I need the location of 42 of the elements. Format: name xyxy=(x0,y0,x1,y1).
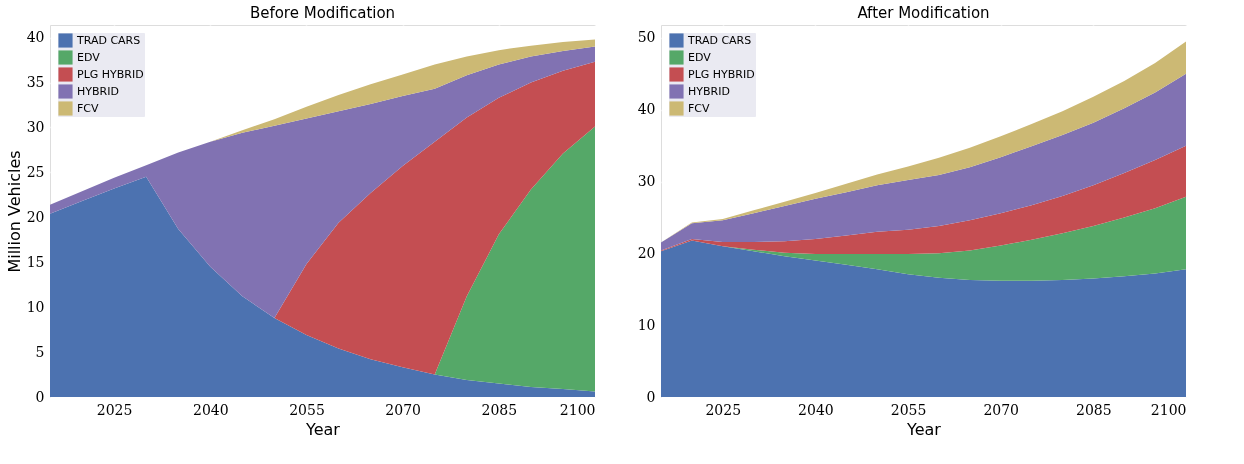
y-tick-label: 0 xyxy=(35,388,45,405)
x-tick-label: 2070 xyxy=(983,401,1020,418)
y-tick-label: 30 xyxy=(26,118,45,135)
legend-label: HYBRID xyxy=(77,84,119,98)
x-tick-label: 2055 xyxy=(890,401,927,418)
chart-title: Before Modification xyxy=(249,4,396,22)
x-tick-label: 2055 xyxy=(289,401,325,418)
legend-label: TRAD CARS xyxy=(76,33,141,47)
y-tick-label: 35 xyxy=(26,74,45,91)
legend-label: TRAD CARS xyxy=(687,33,752,47)
x-tick-label: 2040 xyxy=(798,401,834,418)
legend-label: HYBRID xyxy=(688,84,730,98)
y-tick-label: 30 xyxy=(637,173,656,190)
x-tick-label: 2100 xyxy=(1150,401,1187,418)
legend-label: FCV xyxy=(77,101,100,115)
x-tick-label: 2085 xyxy=(1076,401,1112,418)
y-tick-label: 0 xyxy=(646,388,656,405)
y-tick-label: 40 xyxy=(26,29,45,46)
x-axis-title: Year xyxy=(305,419,341,439)
y-tick-label: 10 xyxy=(637,316,656,333)
x-tick-label: 2100 xyxy=(559,401,596,418)
legend-label: FCV xyxy=(688,101,711,115)
x-axis-title: Year xyxy=(906,419,942,439)
y-axis-title: Million Vehicles xyxy=(4,150,24,273)
legend-label: PLG HYBRID xyxy=(688,67,755,81)
chart-title: After Modification xyxy=(857,4,990,22)
y-tick-label: 40 xyxy=(637,101,656,118)
y-tick-label: 15 xyxy=(26,253,45,270)
legend-label: EDV xyxy=(688,50,712,64)
y-tick-label: 20 xyxy=(637,244,656,261)
x-tick-label: 2025 xyxy=(96,401,133,418)
y-tick-label: 10 xyxy=(26,298,45,315)
x-tick-label: 2070 xyxy=(385,401,421,418)
y-tick-label: 5 xyxy=(35,343,45,360)
y-tick-label: 25 xyxy=(26,163,45,180)
y-tick-label: 20 xyxy=(26,208,45,225)
legend-label: EDV xyxy=(77,50,101,64)
x-tick-label: 2085 xyxy=(481,401,518,418)
y-tick-label: 50 xyxy=(637,29,656,46)
x-tick-label: 2025 xyxy=(705,401,742,418)
legend-label: PLG HYBRID xyxy=(77,67,144,81)
x-tick-label: 2040 xyxy=(192,401,229,418)
